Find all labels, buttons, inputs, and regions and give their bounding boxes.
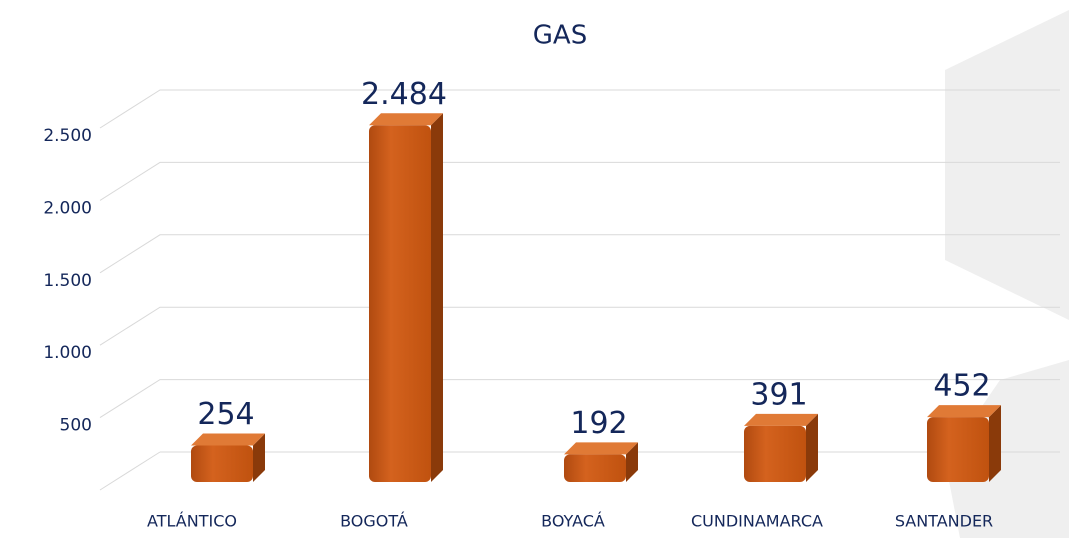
x-tick-label: ATLÁNTICO <box>147 512 237 531</box>
bar <box>191 433 265 482</box>
x-tick-label: CUNDINAMARCA <box>691 512 823 531</box>
bar-side <box>989 405 1001 482</box>
value-label: 452 <box>933 369 990 404</box>
bar-top <box>369 113 443 126</box>
bar <box>369 113 443 482</box>
bar <box>564 442 638 482</box>
bar <box>927 405 1001 482</box>
x-tick-label: BOYACÁ <box>541 512 605 531</box>
floor-line <box>99 451 161 491</box>
bar-side <box>431 113 443 482</box>
bar-front <box>191 445 253 482</box>
bar-side <box>626 442 638 482</box>
y-tick-label: 1.500 <box>43 271 92 291</box>
y-tick-label: 500 <box>60 416 92 436</box>
bar-side <box>806 413 818 482</box>
grid <box>99 89 1060 419</box>
bar-front <box>927 417 989 482</box>
bar-top <box>927 405 1001 418</box>
grid-line <box>99 379 1060 419</box>
x-tick-label: BOGOTÁ <box>340 512 408 531</box>
y-tick-label: 1.000 <box>43 343 92 363</box>
bar-front <box>564 454 626 482</box>
x-tick-label: SANTANDER <box>895 512 993 531</box>
bar-front <box>369 125 431 482</box>
value-label: 192 <box>570 406 627 441</box>
y-tick-label: 2.000 <box>43 198 92 218</box>
bar <box>744 413 818 482</box>
grid-line <box>99 89 1060 129</box>
bar-top <box>191 433 265 446</box>
bar-top <box>744 413 818 426</box>
value-label: 254 <box>197 397 254 432</box>
value-label: 2.484 <box>361 77 447 112</box>
bar-top <box>564 442 638 455</box>
grid-line <box>99 234 1060 274</box>
y-tick-label: 2.500 <box>43 126 92 146</box>
chart-title: GAS <box>533 21 587 51</box>
background-shape <box>945 10 1069 320</box>
grid-line <box>99 161 1060 201</box>
grid-line <box>99 306 1060 346</box>
bar-side <box>253 433 265 482</box>
background-shape <box>945 360 1069 538</box>
bar-front <box>744 425 806 482</box>
value-label: 391 <box>750 377 807 412</box>
